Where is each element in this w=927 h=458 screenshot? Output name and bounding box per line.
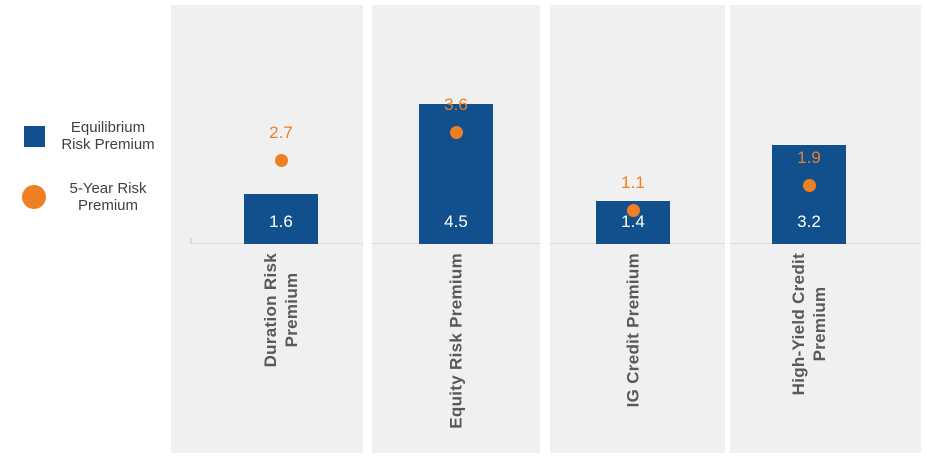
dot-value-label: 1.1 (621, 173, 645, 192)
equilibrium-bar (244, 194, 318, 244)
equilibrium-bar (772, 145, 846, 244)
five-year-circle-swatch-icon (22, 185, 46, 209)
dot-value-label: 1.9 (797, 148, 821, 167)
five-year-dot-marker (449, 125, 463, 139)
category-label: Equity Risk Premium (446, 253, 466, 429)
legend-label-equilibrium: Equilibrium Risk Premium (61, 119, 155, 153)
dot-value-label: 2.7 (269, 123, 293, 142)
category-label: High-Yield Credit Premium (789, 253, 829, 396)
bar-value-label: 1.4 (621, 212, 645, 231)
dot-value-label: 3.6 (444, 95, 468, 114)
category-label: IG Credit Premium (623, 253, 643, 408)
equilibrium-square-swatch-icon (22, 124, 46, 148)
category-label: Duration Risk Premium (261, 253, 301, 368)
five-year-dot-marker (274, 153, 288, 167)
legend-item-5-year-risk-premium: 5-Year Risk Premium (22, 180, 158, 214)
blue-square-icon (23, 125, 45, 147)
bar-value-label: 4.5 (444, 212, 468, 231)
legend-label-5-year: 5-Year Risk Premium (69, 180, 147, 214)
five-year-dot-marker (626, 203, 640, 217)
legend-item-equilibrium-risk-premium: Equilibrium Risk Premium (22, 119, 158, 153)
five-year-dot-marker (802, 178, 816, 192)
orange-circle-icon (22, 185, 46, 209)
axis-origin-tick (190, 238, 192, 243)
bar-value-label: 1.6 (269, 212, 293, 231)
bar-value-label: 3.2 (797, 212, 821, 231)
